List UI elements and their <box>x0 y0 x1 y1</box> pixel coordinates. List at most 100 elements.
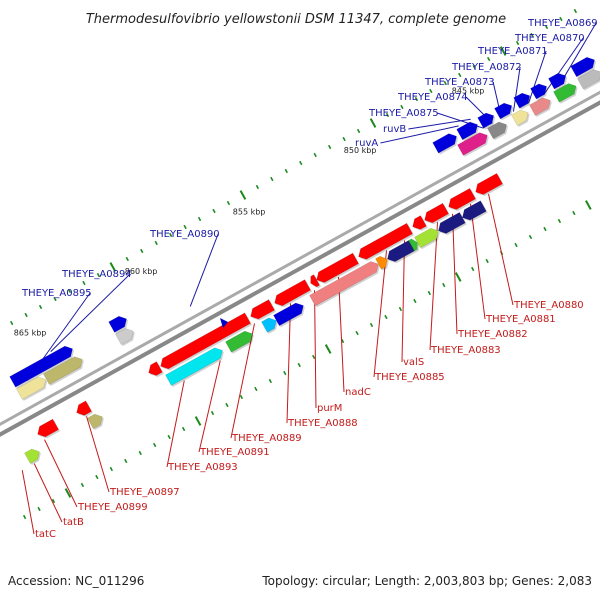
gene-label[interactable]: THEYE_A0875 <box>368 108 439 119</box>
gene-reverse-strand[interactable] <box>250 299 275 320</box>
gene-reverse-strand[interactable] <box>165 347 223 386</box>
leader-line-red <box>198 360 221 453</box>
gene-reverse-strand[interactable] <box>412 215 427 230</box>
gene-label[interactable]: THEYE_A0893 <box>167 462 238 473</box>
gene-label[interactable]: THEYE_A0880 <box>513 300 584 311</box>
tick-mark-top <box>37 506 41 512</box>
gene-forward-strand[interactable] <box>43 356 83 385</box>
gene-reverse-strand[interactable] <box>475 173 503 195</box>
gene-label[interactable]: THEYE_A0869 <box>527 18 598 29</box>
gene-label[interactable]: THEYE_A0872 <box>451 62 522 73</box>
gene-reverse-strand[interactable] <box>310 274 320 288</box>
gene-forward-strand[interactable] <box>487 121 507 140</box>
gene-reverse-strand[interactable] <box>87 413 103 430</box>
gene-reverse-strand[interactable] <box>225 330 253 353</box>
tick-mark-top <box>109 466 114 472</box>
tick-mark-top <box>124 458 128 464</box>
gene-reverse-strand[interactable] <box>424 202 449 224</box>
gene-label[interactable]: tatC <box>35 529 56 540</box>
genome-backbone <box>0 90 600 437</box>
tick-mark-bottom <box>429 88 433 94</box>
gene-label[interactable]: THEYE_A0895 <box>21 288 92 299</box>
gene-reverse-strand[interactable] <box>448 187 476 210</box>
gene-label[interactable]: THEYE_A0890 <box>149 229 220 240</box>
gene-forward-strand[interactable] <box>548 72 567 90</box>
tick-mark-bottom <box>573 8 578 14</box>
tick-mark-top <box>398 306 403 312</box>
leader-line-red <box>429 222 439 351</box>
tick-mark-bottom <box>53 296 57 302</box>
gene-reverse-strand[interactable] <box>148 361 163 376</box>
gene-label[interactable]: ruvB <box>383 124 406 135</box>
gene-reverse-strand[interactable] <box>387 240 415 262</box>
tick-mark-bottom <box>239 190 247 200</box>
gene-label[interactable]: THEYE_A0871 <box>477 46 548 57</box>
gene-label[interactable]: THEYE_A0870 <box>514 33 585 44</box>
gene-forward-strand[interactable] <box>570 56 595 78</box>
gene-reverse-strand[interactable] <box>274 279 311 307</box>
gene-reverse-strand[interactable] <box>316 252 359 283</box>
gene-reverse-strand[interactable] <box>76 400 92 416</box>
gene-forward-strand[interactable] <box>9 345 73 388</box>
gene-label[interactable]: THEYE_A0888 <box>287 418 358 429</box>
gene-reverse-strand[interactable] <box>273 302 304 327</box>
leader-line-red <box>86 416 110 493</box>
gene-label[interactable]: ruvA <box>355 138 378 149</box>
gene-label[interactable]: THEYE_A0897 <box>109 487 180 498</box>
tick-mark-top <box>355 330 359 336</box>
backbone-strand-top <box>0 100 600 437</box>
gene-reverse-strand[interactable] <box>24 448 40 464</box>
gene-forward-strand[interactable] <box>511 109 529 126</box>
gene-reverse-strand[interactable] <box>462 200 487 221</box>
tick-mark-top <box>210 410 215 416</box>
gene-label[interactable]: THEYE_A0881 <box>485 314 556 325</box>
gene-forward-strand[interactable] <box>16 376 47 400</box>
tick-mark-top <box>268 378 273 384</box>
gene-reverse-strand[interactable] <box>375 255 388 270</box>
gene-reverse-strand[interactable] <box>358 222 413 260</box>
kbp-tick-label: 860 kbp <box>125 267 158 276</box>
gene-forward-strand[interactable] <box>477 112 495 129</box>
gene-label[interactable]: THEYE_A0889 <box>231 433 302 444</box>
gene-reverse-strand[interactable] <box>37 418 59 438</box>
gene-label[interactable]: THEYE_A0885 <box>374 372 445 383</box>
gene-label[interactable]: tatB <box>63 517 84 528</box>
gene-label[interactable]: THEYE_A0894 <box>61 269 132 280</box>
gene-forward-strand[interactable] <box>115 328 134 346</box>
gene-forward-strand[interactable] <box>456 121 478 141</box>
tick-mark-top <box>138 450 142 456</box>
gene-reverse-strand[interactable] <box>309 261 379 307</box>
gene-forward-strand[interactable] <box>553 83 577 103</box>
tick-mark-top <box>557 218 562 224</box>
gene-forward-strand[interactable] <box>432 133 457 154</box>
kbp-tick-label: 865 kbp <box>14 329 47 338</box>
gene-forward-strand[interactable] <box>494 102 513 120</box>
gene-reverse-strand[interactable] <box>414 227 439 249</box>
gene-label[interactable]: valS <box>403 357 424 368</box>
gene-reverse-strand[interactable] <box>261 317 277 333</box>
gene-reverse-strand[interactable] <box>160 312 251 370</box>
gene-forward-strand[interactable] <box>457 132 488 156</box>
gene-label[interactable]: THEYE_A0883 <box>430 345 501 356</box>
leader-line-red <box>470 203 486 320</box>
tick-mark-top <box>22 514 27 520</box>
tick-mark-bottom <box>154 240 158 246</box>
gene-label[interactable]: THEYE_A0891 <box>199 447 270 458</box>
gene-label[interactable]: THEYE_A0899 <box>77 502 148 513</box>
gene-forward-strand[interactable] <box>108 315 127 333</box>
gene-label[interactable]: THEYE_A0882 <box>457 329 528 340</box>
tick-mark-top <box>254 386 258 392</box>
gene-label[interactable]: THEYE_A0873 <box>424 77 495 88</box>
gene-forward-strand[interactable] <box>530 83 547 100</box>
gene-forward-strand[interactable] <box>529 97 551 116</box>
leader-line-red <box>44 439 78 508</box>
tick-mark-bottom <box>385 112 390 118</box>
gene-label[interactable]: THEYE_A0874 <box>397 92 468 103</box>
gene-reverse-strand[interactable] <box>438 211 466 234</box>
gene-forward-strand[interactable] <box>513 92 531 109</box>
accession-text: Accession: NC_011296 <box>8 574 144 588</box>
gene-forward-strand[interactable] <box>577 69 600 90</box>
gene-label[interactable]: purM <box>317 403 342 414</box>
tick-mark-top <box>312 354 316 360</box>
gene-label[interactable]: nadC <box>345 387 371 398</box>
